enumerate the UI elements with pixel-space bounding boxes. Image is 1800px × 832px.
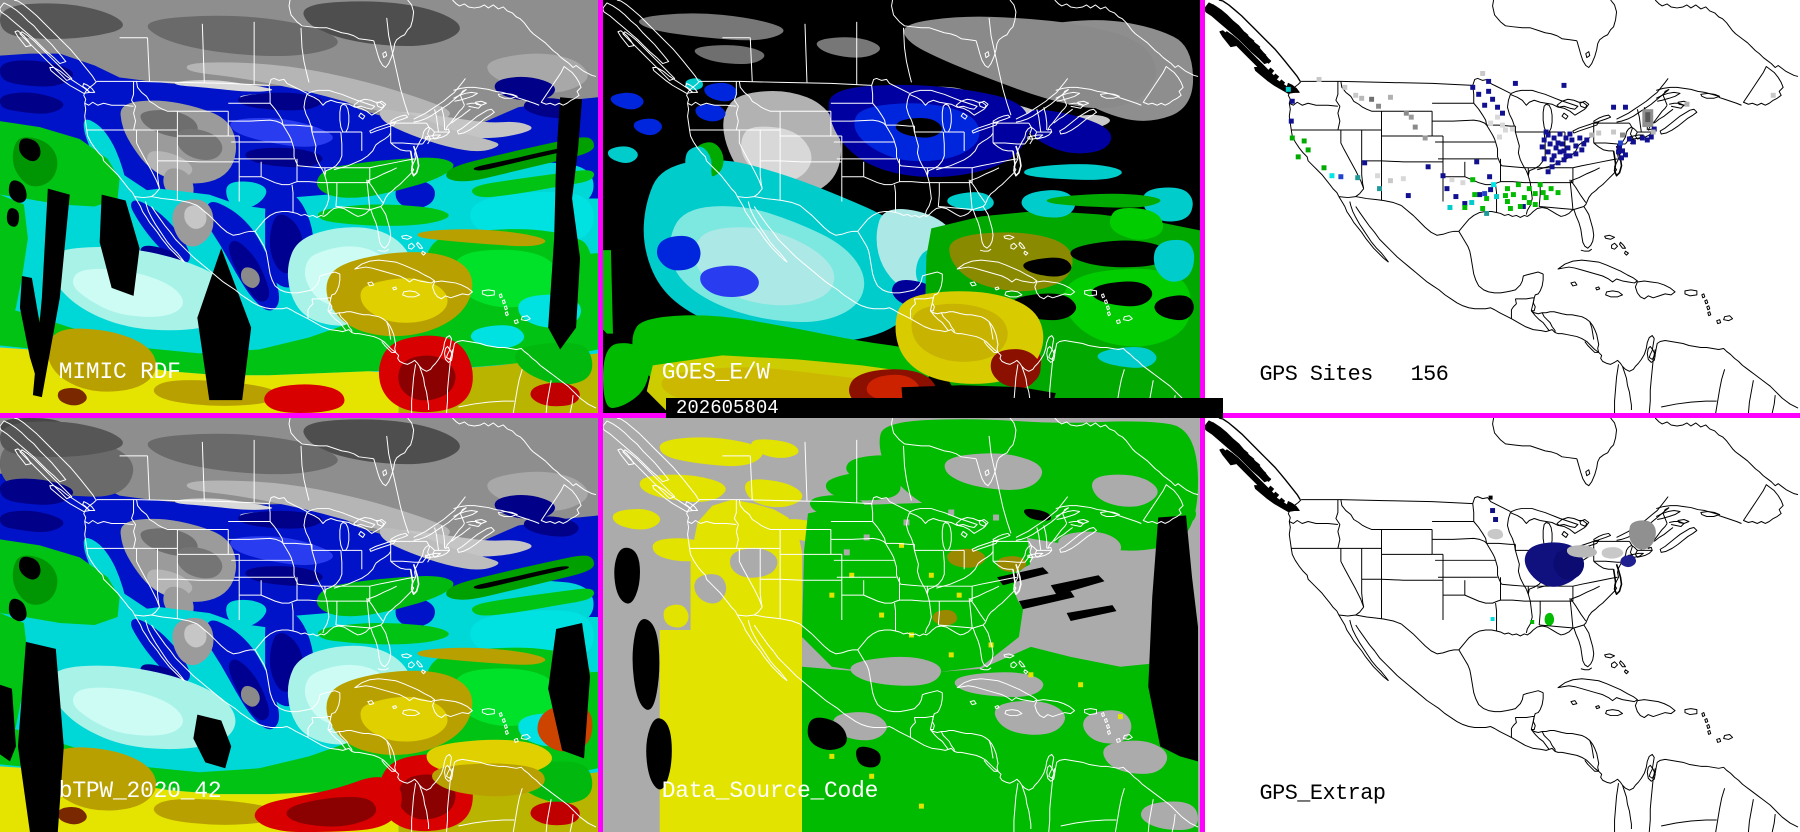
svg-text:bTPW_2020_42: bTPW_2020_42 <box>59 778 222 804</box>
svg-text:MIMIC RDF: MIMIC RDF <box>59 359 181 385</box>
svg-text:GOES_E/W: GOES_E/W <box>662 359 771 385</box>
svg-text:GPS_Extrap: GPS_Extrap <box>1260 781 1386 806</box>
svg-text:Data_Source_Code: Data_Source_Code <box>662 778 878 804</box>
svg-text:GPS Sites 156: GPS Sites 156 <box>1260 362 1449 387</box>
